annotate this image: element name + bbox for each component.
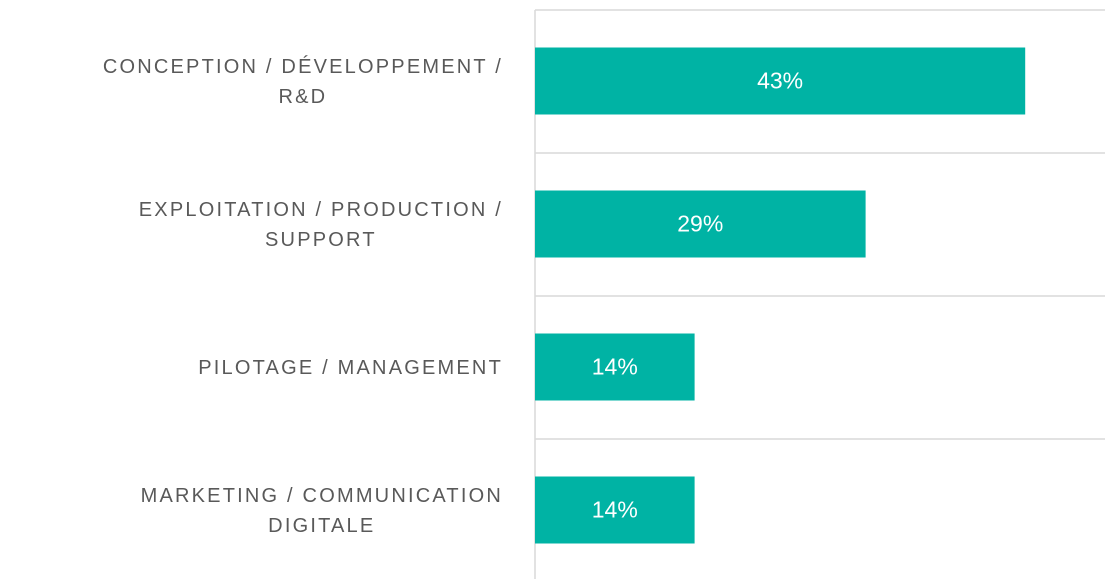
category-label: CONCEPTION / DÉVELOPPEMENT / R&D (102, 55, 503, 108)
value-label: 29% (677, 211, 723, 237)
value-label: 14% (592, 354, 638, 380)
category-label: EXPLOITATION / PRODUCTION / SUPPORT (138, 198, 503, 251)
bar (535, 476, 695, 544)
category-label: PILOTAGE / MANAGEMENT (198, 356, 503, 379)
value-label: 14% (592, 497, 638, 523)
category-label: MARKETING / COMMUNICATION DIGITALE (140, 484, 503, 537)
bar (535, 333, 695, 401)
bar (535, 47, 1026, 115)
bar (535, 190, 866, 258)
value-label: 43% (757, 68, 803, 94)
